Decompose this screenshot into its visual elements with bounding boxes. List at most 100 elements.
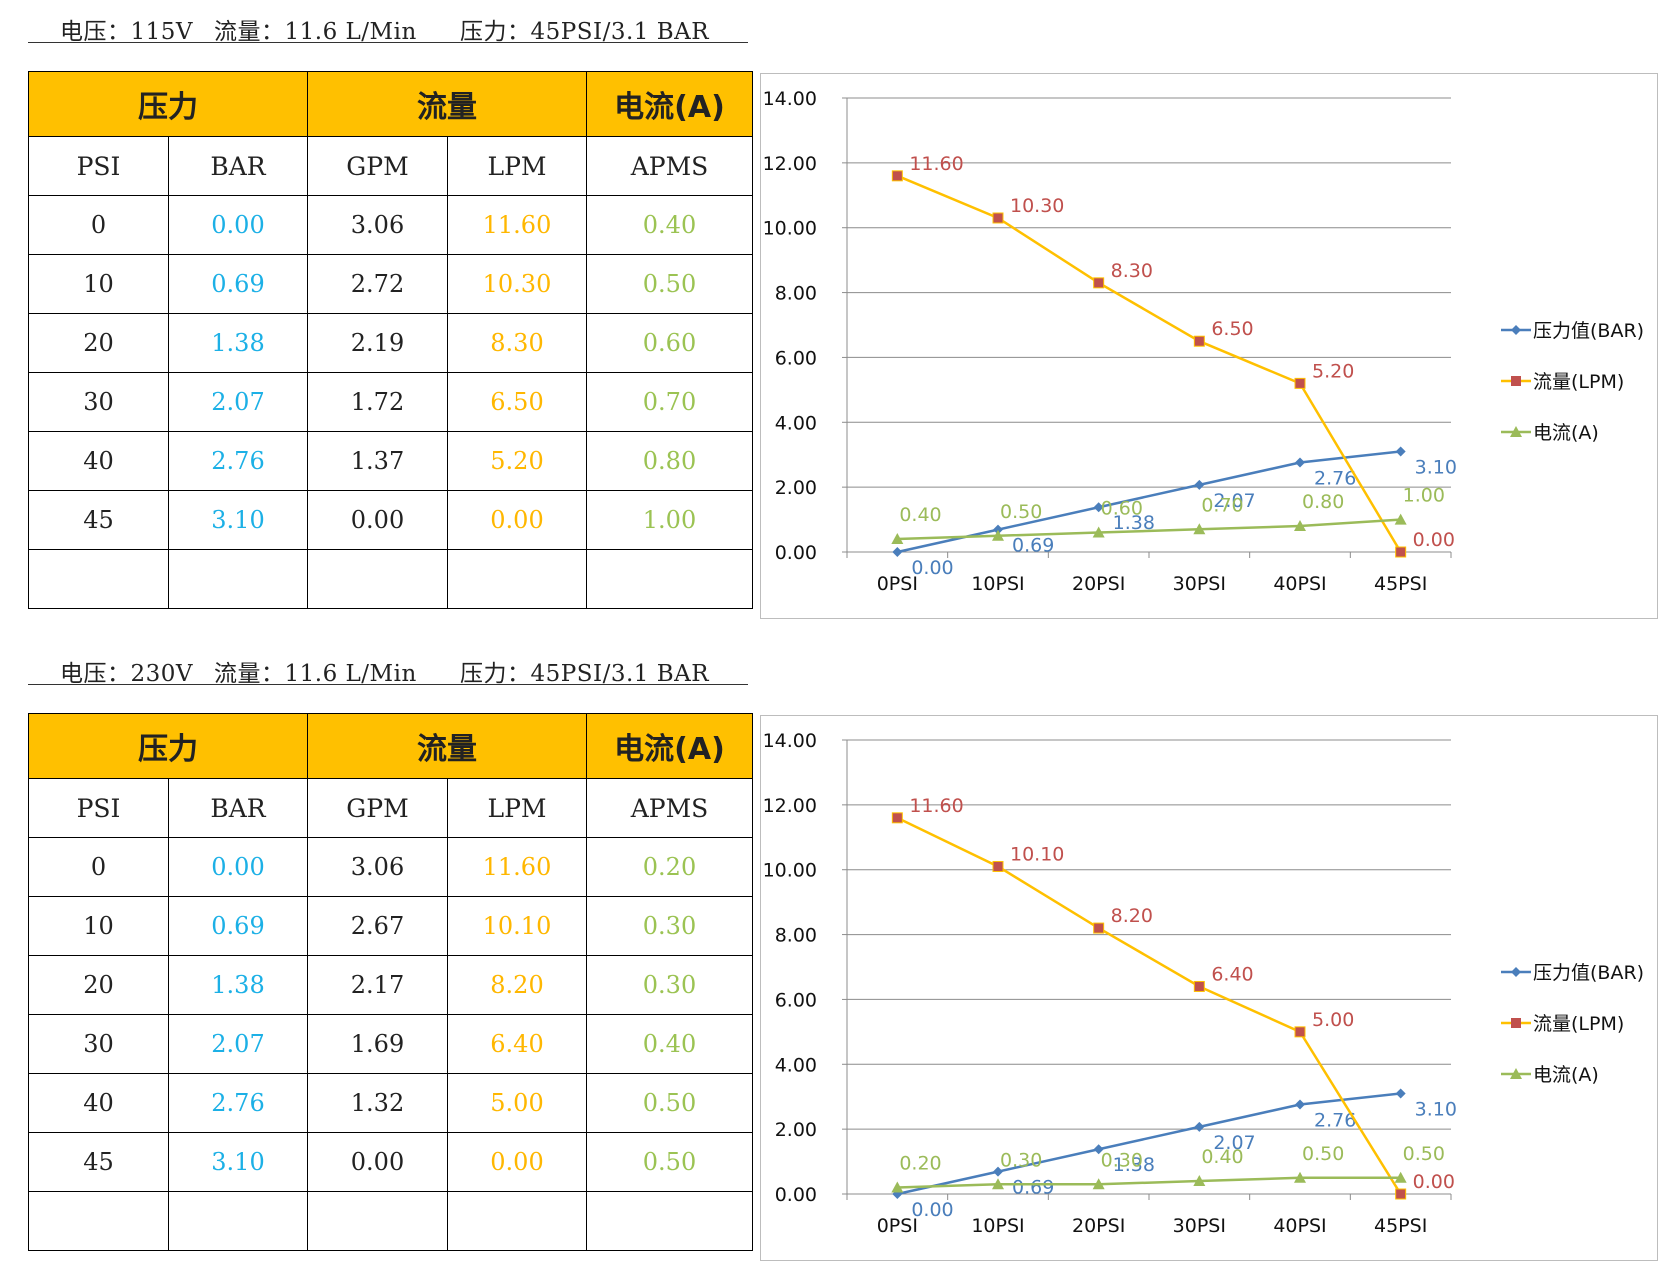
cell-lpm: 5.20 (447, 431, 587, 491)
data-label: 2.76 (1314, 1109, 1356, 1131)
table-row-empty (28, 1191, 753, 1251)
legend-marker (1511, 376, 1521, 386)
cell-lpm: 0.00 (447, 1132, 587, 1192)
cell-lpm: 5.00 (447, 1073, 587, 1133)
cell-apms: 0.50 (586, 1073, 753, 1133)
series-line-3 (897, 1176, 1401, 1189)
legend-label: 压力值(BAR) (1533, 320, 1644, 342)
chart-svg: 0.00 2.00 4.00 6.00 8.00 10.00 12.00 14.00 0PSI 1… (763, 730, 1644, 1237)
line-chart: 0.00 2.00 4.00 6.00 8.00 10.00 12.00 14.00 0PSI 1… (760, 715, 1658, 1261)
data-label: 6.40 (1211, 963, 1253, 985)
x-tick-label: 10PSI (971, 1215, 1024, 1237)
cell-lpm: 11.60 (447, 837, 587, 897)
legend-marker (1511, 325, 1521, 335)
cell-psi: 30 (28, 372, 169, 432)
data-point (1294, 1171, 1306, 1183)
data-point (892, 547, 903, 557)
data-point (992, 212, 1004, 224)
data-label: 0.20 (899, 1153, 941, 1175)
cell-gpm: 2.67 (307, 896, 448, 956)
cell-gpm: 0.00 (307, 1132, 448, 1192)
data-label: 2.07 (1213, 490, 1255, 512)
legend-label: 流量(LPM) (1533, 371, 1624, 393)
data-label: 0.50 (1403, 1143, 1445, 1165)
cell-apms: 0.70 (586, 372, 753, 432)
cell-psi: 0 (28, 837, 169, 897)
data-label: 0.00 (911, 1199, 953, 1221)
table-row: 30 2.07 1.69 6.40 0.40 (28, 1014, 753, 1074)
data-point (1294, 520, 1306, 532)
table-row: 10 0.69 2.67 10.10 0.30 (28, 896, 753, 956)
legend-label: 电流(A) (1533, 422, 1599, 444)
col-header-apms: APMS (586, 136, 753, 196)
cell-psi: 30 (28, 1014, 169, 1074)
data-label: 1.38 (1113, 1154, 1155, 1176)
group-header-pressure: 压力 (28, 71, 308, 137)
series-line-3 (897, 518, 1401, 541)
series-line-2 (896, 174, 1402, 553)
data-point (1193, 980, 1205, 992)
y-tick-label: 8.00 (775, 283, 817, 305)
data-point (1394, 1171, 1407, 1183)
cell-psi: 45 (28, 1132, 169, 1192)
chart-svg: 0.00 2.00 4.00 6.00 8.00 10.00 12.00 14.00 0PSI 1… (763, 88, 1644, 595)
data-label: 10.30 (1010, 195, 1064, 217)
data-label: 0.69 (1012, 535, 1054, 557)
spec-line: 电压：230V 流量：11.6 L/Min 压力：45PSI/3.1 BAR (28, 654, 748, 687)
data-point (1093, 277, 1105, 289)
data-point (1194, 479, 1205, 490)
x-tick-label: 10PSI (971, 573, 1024, 595)
cell-bar: 1.38 (168, 955, 308, 1015)
cell-psi: 10 (28, 896, 169, 956)
y-tick-label: 8.00 (775, 925, 817, 947)
col-header-gpm: GPM (307, 778, 448, 838)
x-tick-label: 45PSI (1374, 573, 1427, 595)
x-tick-label: 20PSI (1072, 573, 1125, 595)
data-point (891, 812, 903, 824)
data-table: 压力 流量 电流(A) PSI BAR GPM LPM APMS 0 0.00 … (28, 713, 753, 1251)
data-point (891, 170, 903, 182)
col-header-lpm: LPM (447, 778, 587, 838)
cell-psi: 20 (28, 313, 169, 373)
data-label: 3.10 (1415, 1098, 1457, 1120)
table-row: 20 1.38 2.17 8.20 0.30 (28, 955, 753, 1015)
y-tick-label: 0.00 (775, 542, 817, 564)
cell-bar: 0.69 (168, 254, 308, 314)
col-header-bar: BAR (168, 778, 308, 838)
table-row: 20 1.38 2.19 8.30 0.60 (28, 313, 753, 373)
series-line-1 (897, 1092, 1401, 1196)
data-point (1395, 1088, 1406, 1099)
y-tick-label: 0.00 (775, 1184, 817, 1206)
x-tick-label: 40PSI (1273, 573, 1326, 595)
cell-gpm: 3.06 (307, 195, 448, 255)
data-label: 0.30 (1000, 1149, 1042, 1171)
cell-psi: 20 (28, 955, 169, 1015)
cell-apms: 0.40 (586, 1014, 753, 1074)
spec-pressure: 压力：45PSI/3.1 BAR (460, 661, 710, 687)
table-row: 45 3.10 0.00 0.00 1.00 (28, 490, 753, 550)
legend-marker (1511, 1018, 1521, 1028)
table-row: 0 0.00 3.06 11.60 0.40 (28, 195, 753, 255)
cell-gpm: 1.69 (307, 1014, 448, 1074)
cell-psi: 0 (28, 195, 169, 255)
group-header-current: 电流(A) (586, 713, 753, 779)
y-tick-label: 10.00 (763, 218, 817, 240)
col-header-gpm: GPM (307, 136, 448, 196)
data-point (1294, 377, 1306, 389)
spec-voltage: 电压：230V (60, 661, 194, 687)
cell-gpm: 3.06 (307, 837, 448, 897)
data-point (992, 529, 1004, 541)
data-label: 0.40 (1201, 1146, 1243, 1168)
data-label: 0.30 (1101, 1149, 1143, 1171)
col-header-bar: BAR (168, 136, 308, 196)
y-tick-label: 14.00 (763, 88, 817, 110)
data-label: 0.69 (1012, 1177, 1054, 1199)
x-tick-label: 40PSI (1273, 1215, 1326, 1237)
y-tick-label: 14.00 (763, 730, 817, 752)
group-header-current: 电流(A) (586, 71, 753, 137)
data-label: 3.10 (1415, 456, 1457, 478)
cell-bar: 3.10 (168, 490, 308, 550)
cell-apms: 0.20 (586, 837, 753, 897)
cell-bar: 0.00 (168, 837, 308, 897)
table-row: 40 2.76 1.37 5.20 0.80 (28, 431, 753, 491)
